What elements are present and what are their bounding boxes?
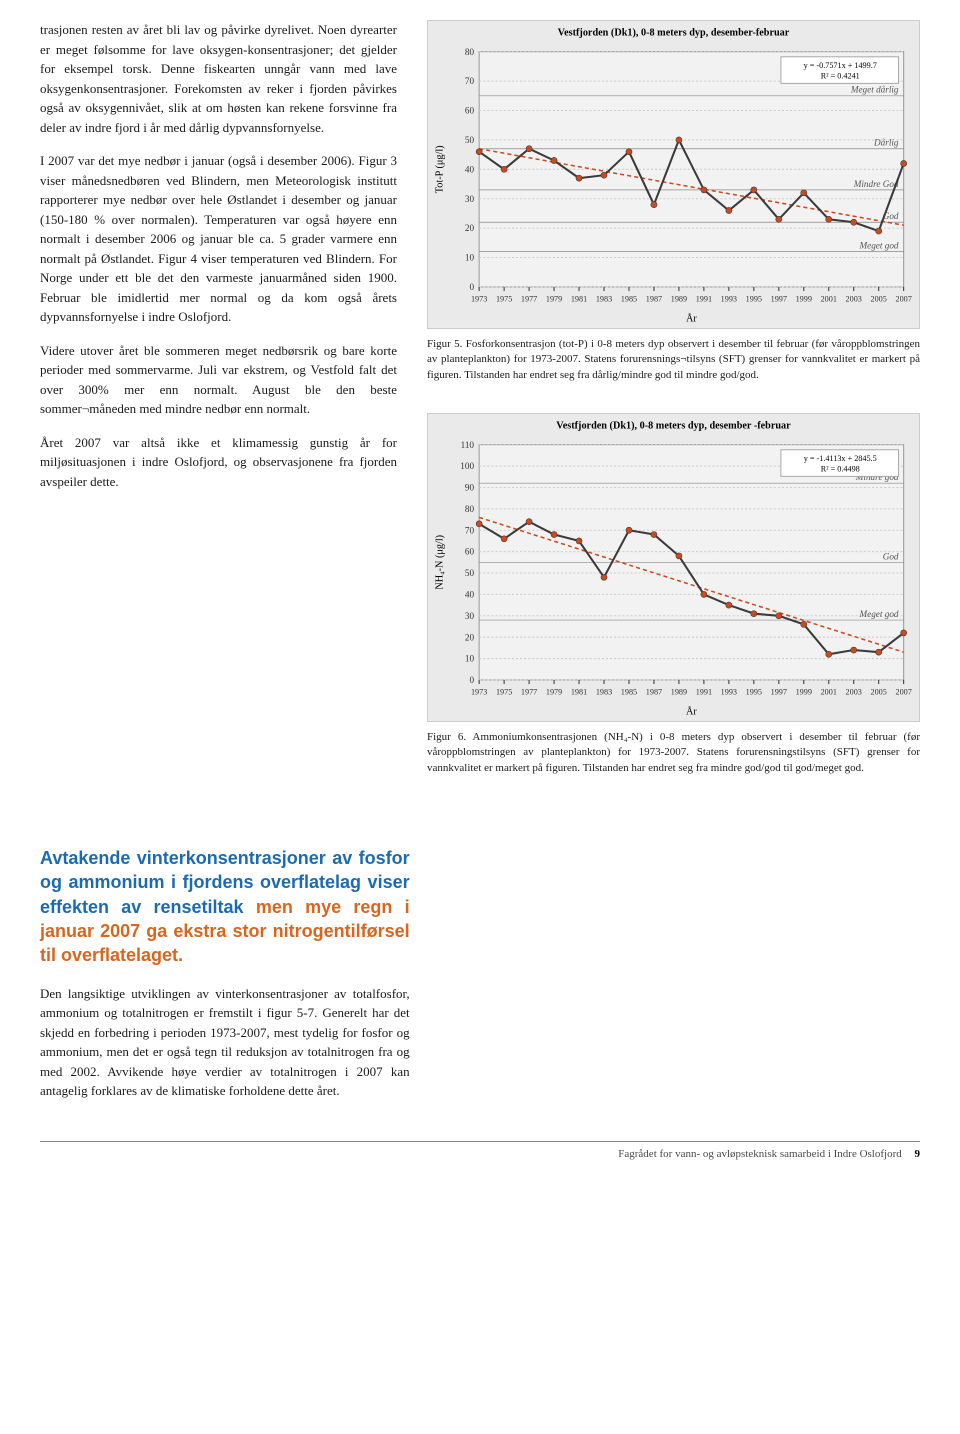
svg-text:60: 60 bbox=[465, 106, 475, 116]
svg-text:Meget god: Meget god bbox=[858, 241, 898, 251]
figure-5-chart: 0 10 20 30 40 50 60 70 80 1973 1975 1977 1979 1981 198… bbox=[427, 20, 920, 329]
body-para-1: trasjonen resten av året bli lav og påvi… bbox=[40, 20, 397, 137]
svg-text:2003: 2003 bbox=[846, 687, 862, 696]
svg-text:2001: 2001 bbox=[821, 687, 837, 696]
svg-text:1995: 1995 bbox=[746, 687, 762, 696]
svg-text:2001: 2001 bbox=[821, 294, 837, 303]
svg-text:2007: 2007 bbox=[895, 294, 911, 303]
svg-text:1995: 1995 bbox=[746, 294, 762, 303]
svg-text:År: År bbox=[686, 706, 697, 718]
svg-text:1975: 1975 bbox=[496, 687, 512, 696]
svg-text:60: 60 bbox=[465, 547, 475, 557]
svg-text:1991: 1991 bbox=[696, 687, 712, 696]
figure-6-caption: Figur 6. Ammoniumkonsentrasjonen (NH₄-N)… bbox=[427, 730, 920, 776]
svg-text:70: 70 bbox=[465, 525, 475, 535]
svg-text:1997: 1997 bbox=[771, 687, 787, 696]
svg-text:Mindre God: Mindre God bbox=[853, 179, 899, 189]
svg-text:0: 0 bbox=[469, 675, 474, 685]
svg-text:NH₄-N (μg/l): NH₄-N (μg/l) bbox=[434, 535, 445, 590]
svg-text:Vestfjorden (Dk1), 0-8 meters: Vestfjorden (Dk1), 0-8 meters dyp, desem… bbox=[556, 420, 791, 431]
svg-text:10: 10 bbox=[465, 253, 475, 263]
svg-text:2007: 2007 bbox=[895, 687, 911, 696]
svg-text:1983: 1983 bbox=[596, 294, 612, 303]
lower-body-para: Den langsiktige utviklingen av vinterkon… bbox=[40, 984, 410, 1101]
svg-text:40: 40 bbox=[465, 590, 475, 600]
svg-text:10: 10 bbox=[465, 654, 475, 664]
svg-text:Vestfjorden (Dk1), 0-8 meters: Vestfjorden (Dk1), 0-8 meters dyp, desem… bbox=[558, 27, 790, 38]
section-heading: Avtakende vinterkonsentrasjoner av fosfo… bbox=[40, 846, 410, 967]
svg-text:1991: 1991 bbox=[696, 294, 712, 303]
svg-text:1975: 1975 bbox=[496, 294, 512, 303]
body-para-3: Videre utover året ble sommeren meget ne… bbox=[40, 341, 397, 419]
svg-text:1989: 1989 bbox=[671, 687, 687, 696]
svg-text:1987: 1987 bbox=[646, 687, 662, 696]
svg-text:1979: 1979 bbox=[546, 294, 562, 303]
svg-text:God: God bbox=[883, 551, 899, 561]
footer-text: Fagrådet for vann- og avløpsteknisk sama… bbox=[618, 1148, 901, 1160]
svg-text:R² = 0.4241: R² = 0.4241 bbox=[821, 71, 860, 80]
svg-text:Dårlig: Dårlig bbox=[873, 138, 899, 148]
svg-text:y = -0.7571x + 1499.7: y = -0.7571x + 1499.7 bbox=[804, 61, 877, 70]
svg-text:1981: 1981 bbox=[571, 687, 587, 696]
svg-text:Tot-P (μg/l): Tot-P (μg/l) bbox=[434, 145, 445, 193]
figure-6-chart: 0 10 20 30 40 50 60 70 80 90 100 110 1973 1975 1977 197… bbox=[427, 413, 920, 722]
svg-text:1977: 1977 bbox=[521, 294, 537, 303]
svg-text:1997: 1997 bbox=[771, 294, 787, 303]
svg-text:50: 50 bbox=[465, 568, 475, 578]
svg-text:0: 0 bbox=[469, 282, 474, 292]
svg-text:1993: 1993 bbox=[721, 687, 737, 696]
page-footer: Fagrådet for vann- og avløpsteknisk sama… bbox=[40, 1141, 920, 1163]
svg-text:50: 50 bbox=[465, 135, 475, 145]
svg-text:2003: 2003 bbox=[846, 294, 862, 303]
svg-text:30: 30 bbox=[465, 611, 475, 621]
svg-text:År: År bbox=[686, 313, 697, 325]
svg-text:100: 100 bbox=[460, 461, 474, 471]
svg-text:1999: 1999 bbox=[796, 294, 812, 303]
body-para-4: Året 2007 var altså ikke et klimamessig … bbox=[40, 433, 397, 492]
svg-text:20: 20 bbox=[465, 632, 475, 642]
svg-text:1983: 1983 bbox=[596, 687, 612, 696]
page-number: 9 bbox=[915, 1148, 921, 1160]
svg-text:80: 80 bbox=[465, 47, 475, 57]
svg-text:1973: 1973 bbox=[471, 687, 487, 696]
svg-text:1999: 1999 bbox=[796, 687, 812, 696]
svg-text:30: 30 bbox=[465, 194, 475, 204]
svg-text:1977: 1977 bbox=[521, 687, 537, 696]
svg-text:1993: 1993 bbox=[721, 294, 737, 303]
svg-text:1973: 1973 bbox=[471, 294, 487, 303]
svg-text:1979: 1979 bbox=[546, 687, 562, 696]
svg-text:110: 110 bbox=[461, 440, 475, 450]
svg-text:1981: 1981 bbox=[571, 294, 587, 303]
svg-text:R² = 0.4498: R² = 0.4498 bbox=[821, 464, 860, 473]
svg-text:20: 20 bbox=[465, 223, 475, 233]
svg-text:40: 40 bbox=[465, 164, 475, 174]
svg-text:70: 70 bbox=[465, 76, 475, 86]
figure-5-caption: Figur 5. Fosforkonsentrasjon (tot-P) i 0… bbox=[427, 337, 920, 383]
svg-text:Meget dårlig: Meget dårlig bbox=[850, 85, 899, 95]
svg-text:1985: 1985 bbox=[621, 687, 637, 696]
svg-text:2005: 2005 bbox=[871, 687, 887, 696]
svg-text:90: 90 bbox=[465, 483, 475, 493]
svg-text:Meget god: Meget god bbox=[858, 609, 898, 619]
body-para-2: I 2007 var det mye nedbør i januar (også… bbox=[40, 151, 397, 327]
svg-text:y = -1.4113x + 2845.5: y = -1.4113x + 2845.5 bbox=[804, 454, 877, 463]
svg-text:1987: 1987 bbox=[646, 294, 662, 303]
svg-text:1989: 1989 bbox=[671, 294, 687, 303]
svg-text:2005: 2005 bbox=[871, 294, 887, 303]
svg-text:80: 80 bbox=[465, 504, 475, 514]
svg-text:1985: 1985 bbox=[621, 294, 637, 303]
